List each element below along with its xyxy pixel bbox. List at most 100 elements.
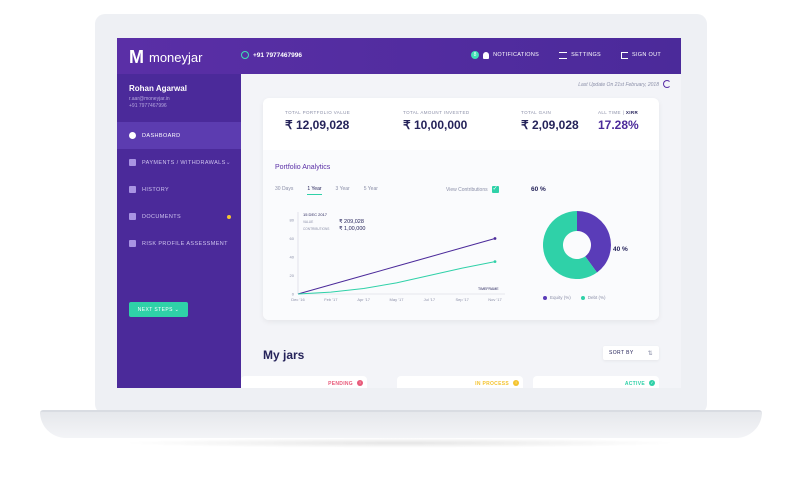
series-line-0 bbox=[297, 238, 496, 295]
tab-5-year[interactable]: 5 Year bbox=[363, 186, 378, 192]
x-tick-label: Feb '17 bbox=[324, 297, 338, 302]
logo[interactable]: M moneyjar bbox=[129, 47, 202, 68]
pie-icon bbox=[129, 132, 136, 139]
my-jars-title: My jars bbox=[263, 348, 305, 362]
support-phone[interactable]: +91 7977467996 bbox=[241, 51, 302, 59]
timeframe-label: TIMEFRAME bbox=[478, 287, 499, 291]
sidebar-item-label: RISK PROFILE ASSESSMENT bbox=[142, 240, 228, 247]
sign-out-label: SIGN OUT bbox=[632, 52, 661, 58]
sort-by-button[interactable]: SORT BY ⇅ bbox=[603, 346, 659, 360]
jar-card-in-process[interactable]: IN PROCESS ! bbox=[397, 376, 523, 388]
device-shadow bbox=[120, 438, 680, 448]
notifications-button[interactable]: 8 NOTIFICATIONS bbox=[471, 51, 539, 59]
x-tick-label: Sep '17 bbox=[455, 297, 469, 302]
jar-card-active[interactable]: ACTIVE ✓ bbox=[533, 376, 659, 388]
donut-slice-equity bbox=[577, 211, 611, 273]
settings-icon bbox=[559, 51, 568, 59]
active-icon: ✓ bbox=[649, 380, 655, 386]
sidebar-item-documents[interactable]: DOCUMENTS bbox=[117, 203, 241, 230]
chevron-down-icon: ⌄ bbox=[172, 306, 180, 313]
y-tick-labels: 0 20 40 60 80 bbox=[290, 218, 295, 297]
sidebar-item-label: HISTORY bbox=[142, 186, 170, 193]
portfolio-line-chart: 0 20 40 60 80 Dec '16 Feb '17 Apr '17 May '17 Ju… bbox=[290, 212, 505, 302]
tab-3-year[interactable]: 3 Year bbox=[335, 186, 350, 192]
settings-button[interactable]: SETTINGS bbox=[559, 51, 601, 59]
refresh-icon[interactable] bbox=[663, 80, 671, 88]
sidebar-item-history[interactable]: HISTORY bbox=[117, 176, 241, 203]
view-contributions-label: View Contributions bbox=[446, 186, 488, 193]
user-phone: +91 7977467996 bbox=[129, 103, 167, 109]
sort-by-label: SORT BY bbox=[609, 350, 634, 356]
portfolio-card: TOTAL PORTFOLIO VALUE ₹ 12,09,028 TOTAL … bbox=[263, 98, 659, 320]
sidebar-item-dashboard[interactable]: DASHBOARD bbox=[117, 122, 241, 149]
stat-value: ₹ 12,09,028 bbox=[285, 118, 350, 132]
document-icon bbox=[129, 213, 136, 220]
tab-1-year[interactable]: 1 Year bbox=[307, 186, 322, 195]
legend-dot-icon bbox=[543, 295, 547, 300]
star-icon bbox=[129, 240, 136, 247]
legend-label: Debt (%) bbox=[587, 295, 606, 300]
legend-item-equity: Equity (%) bbox=[543, 295, 571, 300]
tab-30-days[interactable]: 30 Days bbox=[275, 186, 294, 192]
tooltip-value: ₹ 209,028 bbox=[339, 218, 364, 225]
x-tick-label: Jul '17 bbox=[424, 297, 436, 302]
all-time-label: ALL TIME bbox=[598, 110, 621, 115]
jar-card-pending[interactable]: PENDING ! bbox=[241, 376, 367, 388]
user-name: Rohan Agarwal bbox=[129, 84, 187, 93]
settings-label: SETTINGS bbox=[571, 52, 602, 58]
phone-icon bbox=[241, 51, 249, 59]
donut-slice-debt bbox=[543, 211, 597, 279]
tooltip-contrib-label: CONTRIBUTIONS bbox=[303, 227, 329, 231]
top-bar: M moneyjar +91 7977467996 8 NOTIFICATION… bbox=[117, 38, 681, 74]
sidebar-item-label: DOCUMENTS bbox=[142, 213, 182, 220]
sidebar-item-label: DASHBOARD bbox=[142, 132, 181, 139]
jar-status: PENDING bbox=[328, 381, 353, 387]
series-line-1 bbox=[297, 261, 496, 295]
sidebar-item-payments[interactable]: PAYMENTS / WITHDRAWALS ⌄ bbox=[117, 149, 241, 176]
notifications-label: NOTIFICATIONS bbox=[493, 52, 540, 58]
tooltip-contrib: ₹ 1,00,000 bbox=[339, 225, 365, 232]
x-tick-label: May '17 bbox=[390, 297, 405, 302]
history-icon bbox=[129, 186, 136, 193]
logo-text: moneyjar bbox=[149, 50, 203, 65]
logo-mark: M bbox=[129, 47, 144, 67]
bell-icon bbox=[483, 51, 490, 59]
legend-item-debt: Debt (%) bbox=[580, 295, 606, 300]
sidebar-item-risk-profile[interactable]: RISK PROFILE ASSESSMENT bbox=[117, 230, 241, 257]
main-content: Last Update On 21st February, 2018 TOTAL… bbox=[241, 74, 681, 388]
stat-value: ₹ 10,00,000 bbox=[403, 118, 468, 132]
stat-value: 17.28% bbox=[598, 118, 639, 132]
view-contributions-toggle[interactable]: View Contributions ✓ bbox=[446, 186, 499, 193]
in-process-icon: ! bbox=[513, 380, 519, 386]
x-tick-label: Dec '16 bbox=[291, 297, 305, 302]
checkbox-checked-icon[interactable]: ✓ bbox=[491, 186, 499, 193]
stat-label: TOTAL AMOUNT INVESTED bbox=[403, 110, 470, 115]
tooltip-date: 15 DEC 2017 bbox=[303, 212, 328, 217]
app-screen: M moneyjar +91 7977467996 8 NOTIFICATION… bbox=[117, 38, 681, 388]
donut-legend: Equity (%) Debt (%) bbox=[543, 295, 606, 300]
card-icon bbox=[129, 159, 136, 166]
alert-dot-icon bbox=[227, 214, 231, 219]
series-end-point-0 bbox=[493, 237, 497, 240]
sign-out-button[interactable]: SIGN OUT bbox=[621, 51, 661, 59]
stat-label: TOTAL PORTFOLIO VALUE bbox=[285, 110, 351, 115]
notification-count-badge: 8 bbox=[471, 51, 480, 59]
pie-label-equity: 40 % bbox=[613, 246, 628, 253]
jar-status: ACTIVE bbox=[624, 381, 645, 387]
xirr-label: XIRR bbox=[625, 110, 639, 115]
analytics-title: Portfolio Analytics bbox=[275, 164, 331, 171]
x-tick-label: Nov '17 bbox=[488, 297, 502, 302]
sidebar-item-label: PAYMENTS / WITHDRAWALS bbox=[142, 159, 226, 166]
next-steps-button[interactable]: NEXT STEPS ⌄ bbox=[129, 302, 188, 317]
allocation-donut-chart: 60 % 40 % bbox=[525, 186, 655, 320]
stat-all-time: ALL TIME | XIRR 17.28% bbox=[598, 110, 639, 132]
x-tick-labels: Dec '16 Feb '17 Apr '17 May '17 Jul '17 Sep '… bbox=[291, 297, 502, 302]
y-tick-label: 20 bbox=[290, 273, 295, 278]
legend-label: Equity (%) bbox=[550, 295, 571, 300]
sidebar: Rohan Agarwal r.aar@moneyjar.in +91 7977… bbox=[117, 74, 241, 388]
chart-series bbox=[297, 237, 497, 295]
laptop-base bbox=[40, 412, 762, 438]
support-phone-number: +91 7977467996 bbox=[253, 51, 302, 59]
user-email: r.aar@moneyjar.in bbox=[129, 96, 170, 102]
last-update-text: Last Update On 21st February, 2018 bbox=[578, 82, 659, 88]
